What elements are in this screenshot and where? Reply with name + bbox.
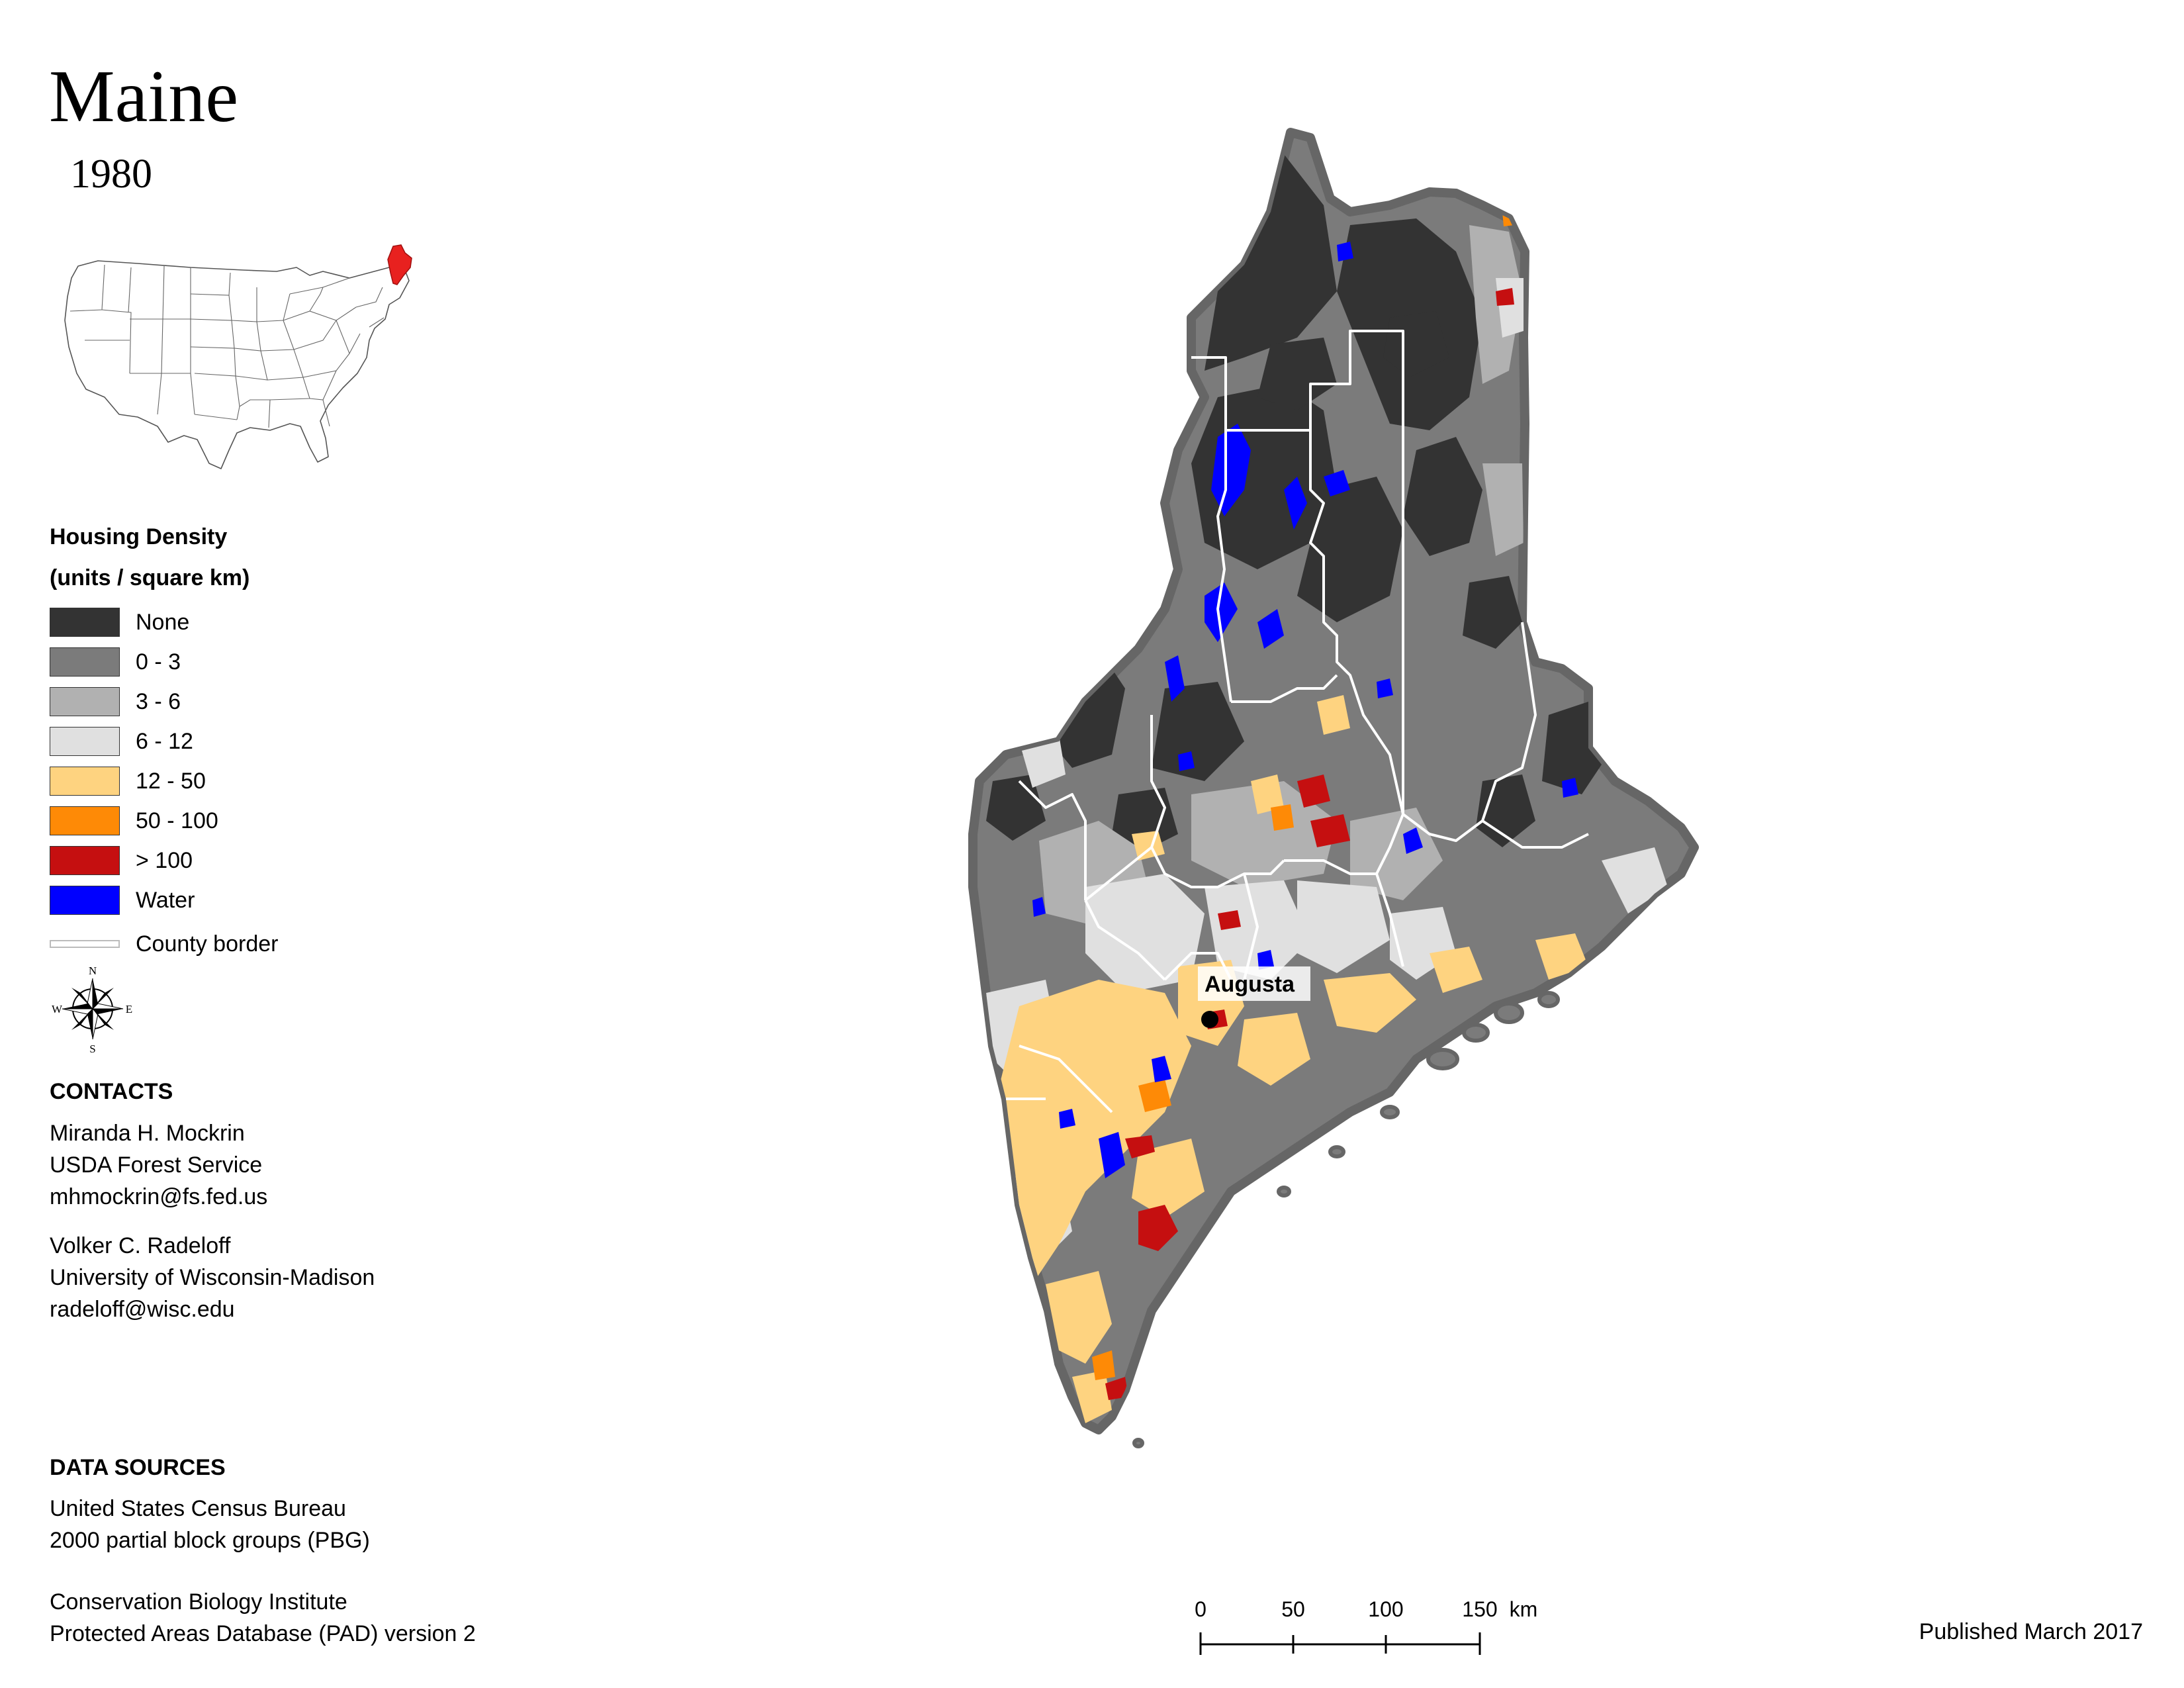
contact-1-name: Miranda H. Mockrin <box>50 1121 245 1146</box>
published-date: Published March 2017 <box>1919 1619 2143 1644</box>
map-title: Maine <box>49 56 239 138</box>
data-source-2-line1: Conservation Biology Institute <box>50 1589 347 1615</box>
county-borders <box>1006 330 1589 1113</box>
contacts-heading: CONTACTS <box>50 1079 173 1104</box>
contact-2-name: Volker C. Radeloff <box>50 1233 231 1258</box>
scale-tick-50: 50 <box>1281 1597 1305 1621</box>
legend-label: > 100 <box>136 847 193 873</box>
contact-2-org: University of Wisconsin-Madison <box>50 1265 375 1290</box>
legend-swatch <box>50 846 120 875</box>
maine-highlight <box>387 244 412 285</box>
legend-item-county-border: County border <box>50 928 278 960</box>
scale-tick-150: 150 <box>1462 1597 1497 1621</box>
legend-label: None <box>136 609 190 635</box>
legend-label: Water <box>136 887 195 913</box>
legend-label: 50 - 100 <box>136 808 218 833</box>
legend-label: 0 - 3 <box>136 649 181 675</box>
us-locator-map <box>64 244 412 469</box>
legend-swatch <box>50 727 120 756</box>
legend-item: Water <box>50 884 195 916</box>
compass-s: S <box>89 1043 95 1054</box>
legend-item: 3 - 6 <box>50 686 181 718</box>
augusta-marker[interactable]: Augusta <box>1198 966 1310 1028</box>
scale-bar: 0 50 100 150 km <box>1195 1597 1538 1655</box>
legend-swatch <box>50 647 120 677</box>
map-year: 1980 <box>70 152 152 197</box>
legend-swatch <box>50 608 120 637</box>
contact-1: Miranda H. Mockrin USDA Forest Service m… <box>50 1117 267 1213</box>
compass-w: W <box>52 1003 63 1015</box>
scale-unit: km <box>1510 1597 1538 1621</box>
legend-swatch <box>50 767 120 796</box>
legend-item: 0 - 3 <box>50 646 181 678</box>
legend-label: 6 - 12 <box>136 728 193 754</box>
data-source-1-line2: 2000 partial block groups (PBG) <box>50 1528 370 1553</box>
compass-rose-icon: N S W E <box>52 964 132 1054</box>
augusta-label: Augusta <box>1205 972 1295 997</box>
data-source-1: United States Census Bureau 2000 partial… <box>50 1493 370 1556</box>
legend-county-border-label: County border <box>136 931 279 957</box>
contact-1-org: USDA Forest Service <box>50 1152 263 1178</box>
data-source-2-line2: Protected Areas Database (PAD) version 2 <box>50 1621 476 1646</box>
legend-label: 3 - 6 <box>136 688 181 714</box>
maine-housing-density-map: Augusta <box>968 128 1699 1448</box>
scale-tick-0: 0 <box>1195 1597 1206 1621</box>
legend-item: None <box>50 606 189 638</box>
legend-title-line1: Housing Density <box>50 524 228 549</box>
data-sources-heading: DATA SOURCES <box>50 1455 226 1480</box>
legend-item: 6 - 12 <box>50 726 193 757</box>
coastal-islands <box>1132 991 1560 1448</box>
legend-swatch <box>50 687 120 716</box>
contact-2-email[interactable]: radeloff@wisc.edu <box>50 1297 235 1322</box>
legend-title: Housing Density (units / square km) <box>50 516 250 598</box>
legend-item: > 100 <box>50 845 193 876</box>
legend-item: 50 - 100 <box>50 805 218 837</box>
legend-title-line2: (units / square km) <box>50 565 250 590</box>
us-outline <box>64 260 410 469</box>
contact-2: Volker C. Radeloff University of Wiscons… <box>50 1230 375 1325</box>
compass-e: E <box>126 1003 132 1015</box>
legend-swatch <box>50 806 120 835</box>
legend-swatch <box>50 886 120 915</box>
data-source-2: Conservation Biology Institute Protected… <box>50 1586 476 1650</box>
legend-county-border-swatch <box>50 940 120 948</box>
legend-item: 12 - 50 <box>50 765 206 797</box>
legend-label: 12 - 50 <box>136 768 206 794</box>
scale-tick-100: 100 <box>1368 1597 1403 1621</box>
compass-n: N <box>89 964 97 977</box>
contact-1-email[interactable]: mhmockrin@fs.fed.us <box>50 1184 268 1209</box>
data-source-1-line1: United States Census Bureau <box>50 1496 346 1521</box>
